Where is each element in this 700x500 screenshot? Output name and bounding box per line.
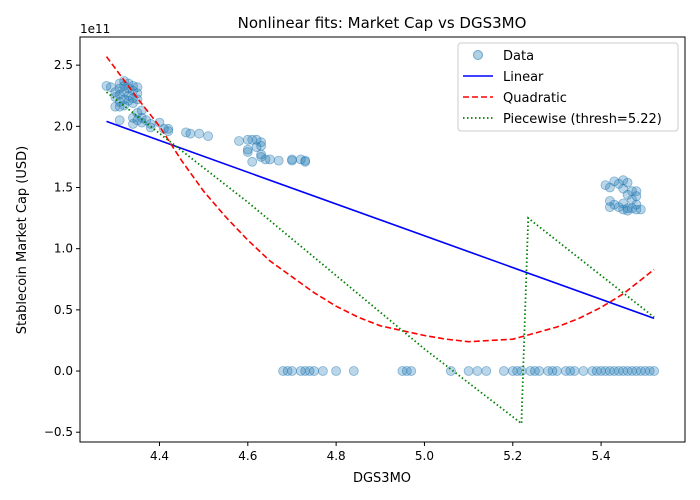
data-point — [516, 366, 527, 376]
data-point — [242, 144, 253, 155]
data-point — [264, 154, 275, 165]
data-point — [534, 366, 545, 376]
data-point — [631, 186, 642, 197]
data-point — [552, 366, 562, 376]
data-point — [649, 366, 659, 376]
data-point — [445, 366, 456, 376]
legend-data-label: Data — [503, 49, 534, 64]
legend-piecewise-label: Piecewise (thresh=5.22) — [503, 112, 662, 127]
y-tick-label: 2.0 — [54, 119, 73, 133]
data-point — [481, 366, 492, 376]
data-point — [203, 131, 214, 142]
data-point — [569, 366, 580, 376]
x-tick-label: 5.2 — [503, 449, 522, 463]
data-point — [287, 366, 297, 376]
legend: Data Linear Quadratic Piecewise (thresh=… — [457, 42, 679, 132]
data-point — [163, 123, 174, 134]
data-point — [463, 366, 474, 376]
y-axis: −0.5 0.0 0.5 1.0 1.5 2.0 2.5 — [44, 58, 80, 439]
data-point — [331, 366, 342, 376]
x-tick-label: 5.0 — [415, 449, 434, 463]
legend-box — [457, 42, 679, 132]
data-point — [578, 366, 589, 376]
data-point — [234, 136, 244, 146]
legend-quadratic-label: Quadratic — [503, 91, 567, 106]
data-point — [406, 366, 417, 376]
data-point — [256, 140, 267, 151]
data-point — [472, 366, 483, 376]
y-axis-label: Stablecoin Market Cap (USD) — [15, 146, 30, 334]
data-point — [287, 155, 297, 166]
x-axis: 4.4 4.6 4.8 5.0 5.2 5.4 — [150, 442, 611, 463]
x-tick-label: 4.6 — [238, 449, 257, 463]
y-tick-label: 1.0 — [54, 242, 73, 256]
data-point — [300, 156, 311, 167]
data-point — [498, 366, 509, 376]
data-point — [631, 191, 642, 202]
data-point — [635, 204, 646, 215]
data-point — [247, 156, 258, 167]
y-tick-label: 2.5 — [54, 58, 73, 72]
data-point — [185, 128, 196, 139]
data-point — [256, 137, 267, 148]
data-point — [317, 366, 328, 376]
plot-frame — [79, 36, 686, 443]
data-point — [114, 115, 125, 126]
data-point — [194, 128, 205, 139]
data-layer — [101, 56, 659, 426]
y-offset-label: 1e11 — [80, 22, 110, 36]
data-point — [309, 366, 320, 376]
data-point — [242, 147, 253, 157]
y-tick-label: 0.0 — [54, 364, 73, 378]
piecewise-fit-line — [105, 91, 655, 426]
y-tick-label: −0.5 — [44, 425, 73, 439]
x-axis-label: DGS3MO — [353, 471, 411, 486]
linear-fit-line — [106, 120, 655, 320]
y-tick-label: 0.5 — [54, 303, 73, 317]
legend-linear-label: Linear — [503, 70, 544, 85]
data-point — [348, 366, 359, 376]
x-tick-label: 4.8 — [327, 449, 346, 463]
y-tick-label: 1.5 — [54, 180, 73, 194]
chart-title: Nonlinear fits: Market Cap vs DGS3MO — [238, 14, 527, 32]
data-point — [273, 155, 284, 166]
data-point — [163, 126, 174, 137]
quadratic-fit-line — [105, 56, 655, 343]
x-tick-label: 4.4 — [150, 449, 169, 463]
data-point — [622, 177, 633, 188]
legend-data-marker — [473, 50, 483, 60]
x-tick-label: 5.4 — [592, 449, 611, 463]
